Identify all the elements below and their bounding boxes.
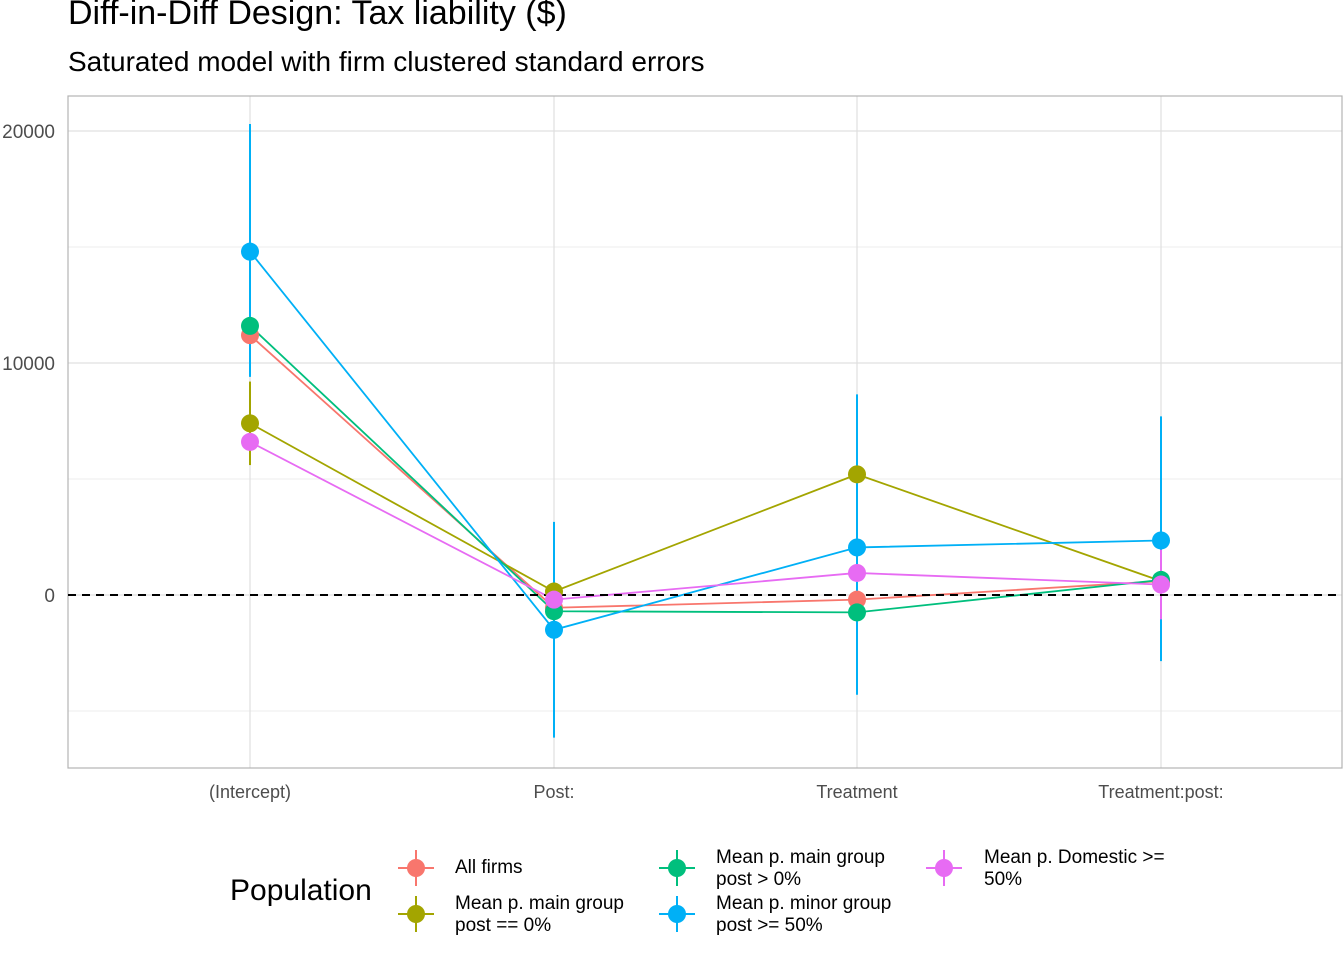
chart-title: Diff-in-Diff Design: Tax liability ($): [68, 0, 567, 32]
data-point: [545, 620, 563, 639]
legend-key-point: [668, 859, 686, 877]
y-tick-label: 20000: [2, 122, 55, 143]
chart-subtitle: Saturated model with firm clustered stan…: [68, 46, 705, 77]
data-point: [241, 414, 259, 433]
data-point: [848, 563, 866, 582]
legend-label: Mean p. Domestic >= 50%: [984, 847, 1165, 890]
data-point: [545, 590, 563, 609]
data-point: [848, 603, 866, 622]
x-tick-label: Treatment: [816, 782, 897, 802]
y-tick-label: 0: [44, 586, 55, 607]
x-tick-label: Post:: [533, 782, 574, 802]
legend-title: Population: [230, 874, 372, 907]
y-tick-label: 10000: [2, 354, 55, 375]
series-line: [249, 251, 1162, 631]
legend-key-point: [407, 905, 425, 923]
plot-border: [67, 95, 1343, 769]
data-point: [848, 538, 866, 557]
legend-key-point: [668, 905, 686, 923]
legend-label: Mean p. main group post == 0%: [455, 893, 624, 936]
legend-label: Mean p. main group post > 0%: [716, 847, 885, 890]
series-line: [249, 334, 1162, 609]
data-point: [241, 242, 259, 261]
data-point: [241, 316, 259, 335]
data-point: [1152, 575, 1170, 594]
data-point: [1152, 531, 1170, 550]
plot-panel: [68, 96, 1342, 768]
series-line: [249, 422, 1162, 593]
data-point: [848, 590, 866, 609]
legend-label: All firms: [455, 857, 523, 878]
legend-key-point: [935, 859, 953, 877]
legend-key-point: [407, 859, 425, 877]
x-tick-label: (Intercept): [209, 782, 291, 802]
series-line: [249, 441, 1162, 601]
data-point: [848, 465, 866, 484]
x-tick-label: Treatment:post:: [1098, 782, 1223, 802]
data-point: [241, 432, 259, 451]
series-line: [249, 325, 1162, 614]
legend-label: Mean p. minor group post >= 50%: [716, 893, 892, 936]
